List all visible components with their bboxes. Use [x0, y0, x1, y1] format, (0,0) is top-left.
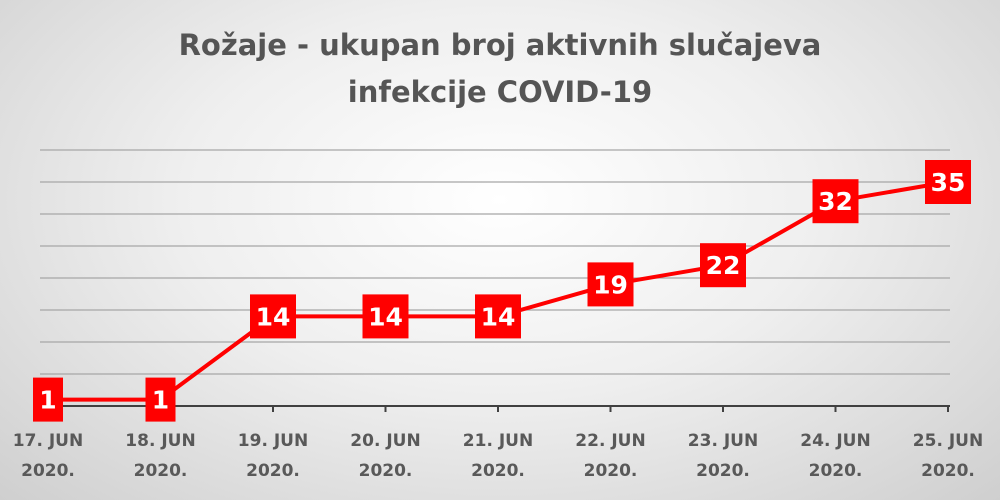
- x-tick-label: 2020.: [921, 461, 975, 481]
- data-label-box: [587, 262, 634, 307]
- data-label-box: [145, 377, 176, 422]
- x-tick-label: 2020.: [134, 461, 188, 481]
- data-label: 14: [256, 302, 291, 331]
- chart-title-line1: Rožaje - ukupan broj aktivnih slučajeva: [178, 28, 822, 62]
- data-label-box: [925, 160, 971, 204]
- data-label-box: [812, 179, 859, 224]
- data-label-box: [700, 243, 746, 288]
- data-label: 14: [368, 302, 403, 331]
- data-label: 32: [818, 187, 853, 216]
- data-label-box: [362, 294, 409, 339]
- x-tick-label: 21. JUN: [463, 431, 533, 451]
- data-label-box: [250, 294, 296, 339]
- data-label: 35: [931, 168, 966, 197]
- chart-title: Rožaje - ukupan broj aktivnih slučajeva …: [0, 22, 1000, 116]
- x-tick-label: 22. JUN: [575, 431, 645, 451]
- x-tick-label: 2020.: [696, 461, 750, 481]
- data-label: 14: [481, 302, 516, 331]
- data-label: 1: [39, 386, 56, 415]
- data-label-box: [33, 377, 63, 422]
- x-tick-label: 2020.: [471, 461, 525, 481]
- x-tick-label: 2020.: [359, 461, 413, 481]
- x-tick-label: 17. JUN: [13, 431, 83, 451]
- chart-title-line2: infekcije COVID-19: [347, 75, 653, 109]
- x-tick-label: 25. JUN: [913, 431, 983, 451]
- data-label-box: [475, 294, 521, 339]
- x-tick-label: 19. JUN: [238, 431, 308, 451]
- data-label: 22: [706, 251, 741, 280]
- x-tick-label: 2020.: [584, 461, 638, 481]
- data-label: 19: [593, 270, 628, 299]
- x-tick-label: 2020.: [246, 461, 300, 481]
- data-label: 1: [152, 386, 169, 415]
- x-tick-label: 18. JUN: [125, 431, 195, 451]
- x-tick-label: 20. JUN: [350, 431, 420, 451]
- x-tick-label: 2020.: [809, 461, 863, 481]
- x-tick-label: 23. JUN: [688, 431, 758, 451]
- x-tick-label: 2020.: [21, 461, 75, 481]
- x-tick-label: 24. JUN: [800, 431, 870, 451]
